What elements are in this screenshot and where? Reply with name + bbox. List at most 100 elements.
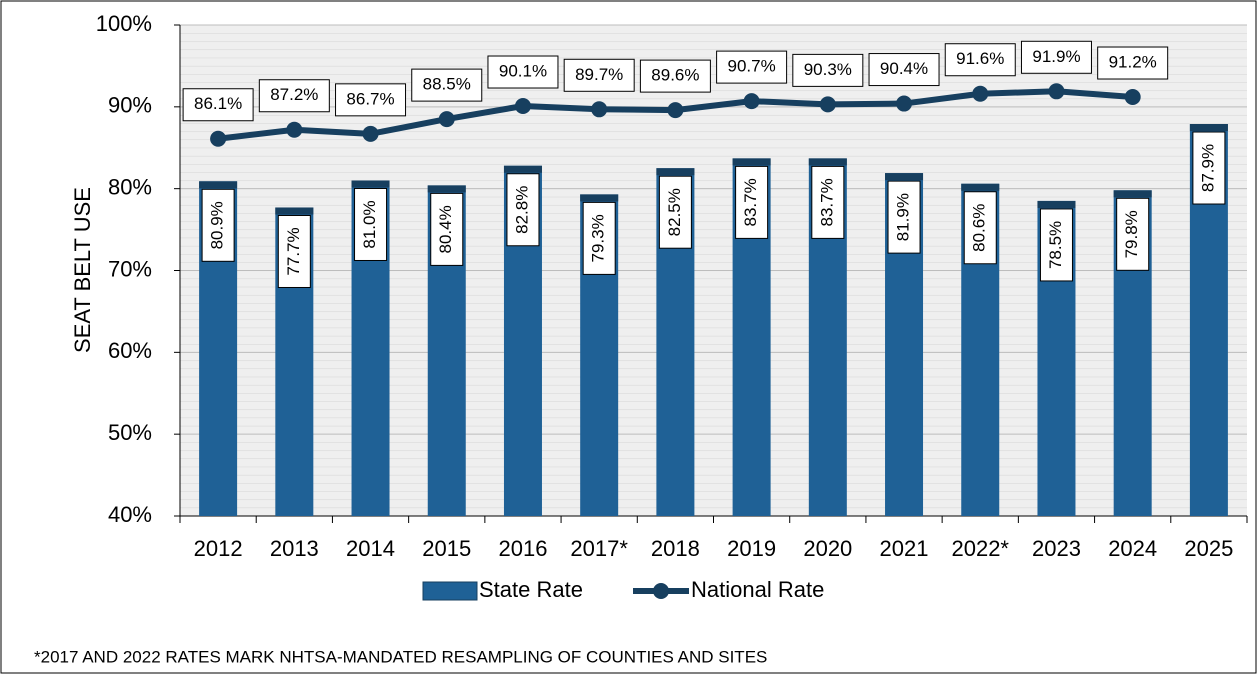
bar-top: [885, 173, 924, 181]
bar-top: [1189, 124, 1228, 132]
data-label-box: [1020, 40, 1092, 74]
data-label: 82.8%: [512, 186, 531, 234]
x-tick-label: 2013: [270, 536, 319, 561]
data-label-box: [354, 187, 388, 261]
x-tick-label: 2018: [651, 536, 700, 561]
data-label: 90.1%: [499, 61, 547, 80]
y-axis-title: SEAT BELT USE: [70, 187, 95, 353]
data-label-box: [944, 43, 1016, 77]
line-marker: [819, 96, 836, 113]
x-tick-label: 2024: [1108, 536, 1157, 561]
bar-top: [1113, 190, 1152, 198]
line-marker: [362, 125, 379, 142]
data-label: 87.2%: [270, 85, 318, 104]
data-label: 80.6%: [970, 204, 989, 252]
data-label: 86.7%: [346, 89, 394, 108]
data-label: 81.9%: [894, 193, 913, 241]
data-label-box: [963, 191, 997, 265]
x-tick-label: 2017*: [570, 536, 628, 561]
data-label: 79.3%: [589, 214, 608, 262]
data-label: 90.4%: [880, 59, 928, 78]
data-label-box: [716, 50, 788, 84]
data-label-box: [887, 180, 921, 254]
data-label: 88.5%: [423, 75, 471, 94]
data-label: 83.7%: [817, 178, 836, 226]
line-marker: [896, 95, 913, 112]
data-label-box: [430, 192, 464, 266]
data-label: 90.7%: [728, 57, 776, 76]
x-tick-label: 2021: [880, 536, 929, 561]
line-marker: [438, 111, 455, 128]
bar-top: [732, 158, 771, 166]
line-marker: [286, 121, 303, 138]
data-label: 89.6%: [651, 66, 699, 85]
data-label: 83.7%: [741, 178, 760, 226]
data-label-box: [182, 88, 254, 122]
line-marker: [667, 102, 684, 119]
y-tick-label: 50%: [108, 420, 152, 445]
data-label: 80.9%: [208, 201, 227, 249]
data-label-box: [1116, 197, 1150, 271]
data-label-box: [277, 214, 311, 288]
data-label: 87.9%: [1198, 144, 1217, 192]
data-label-box: [1192, 131, 1226, 205]
x-tick-label: 2019: [727, 536, 776, 561]
data-label: 79.8%: [1122, 210, 1141, 258]
data-label: 91.6%: [956, 49, 1004, 68]
line-marker: [210, 130, 227, 147]
bar-top: [275, 207, 314, 215]
line-marker: [591, 101, 608, 118]
y-tick-label: 70%: [108, 256, 152, 281]
data-label-box: [735, 165, 769, 239]
bar-top: [808, 158, 847, 166]
x-tick-label: 2020: [803, 536, 852, 561]
x-tick-label: 2016: [498, 536, 547, 561]
data-label: 77.7%: [284, 227, 303, 275]
data-label: 91.9%: [1032, 47, 1080, 66]
data-label-box: [201, 188, 235, 262]
legend-swatch: [422, 581, 478, 601]
data-label-box: [868, 53, 940, 87]
bar-top: [1037, 200, 1076, 208]
data-label: 81.0%: [360, 200, 379, 248]
bar-top: [656, 168, 695, 176]
bar-top: [503, 165, 542, 173]
data-label-box: [487, 55, 559, 89]
line-marker: [743, 93, 760, 110]
data-label: 78.5%: [1046, 221, 1065, 269]
x-tick-label: 2014: [346, 536, 395, 561]
footnote: *2017 AND 2022 RATES MARK NHTSA-MANDATED…: [34, 647, 767, 666]
x-tick-label: 2015: [422, 536, 471, 561]
data-label-box: [811, 165, 845, 239]
x-tick-label: 2022*: [951, 536, 1009, 561]
bar-top: [961, 183, 1000, 191]
y-tick-label: 60%: [108, 338, 152, 363]
data-label-box: [1039, 208, 1073, 282]
x-tick-label: 2023: [1032, 536, 1081, 561]
data-label-box: [335, 83, 407, 117]
data-label: 80.4%: [436, 205, 455, 253]
data-label: 91.2%: [1109, 52, 1157, 71]
legend-label: State Rate: [479, 577, 583, 602]
y-tick-label: 40%: [108, 502, 152, 527]
bar-top: [427, 185, 466, 193]
data-label: 86.1%: [194, 94, 242, 113]
data-label: 89.7%: [575, 65, 623, 84]
legend-marker: [653, 583, 669, 599]
y-tick-label: 80%: [108, 174, 152, 199]
bar-top: [580, 194, 619, 202]
data-label-box: [639, 59, 711, 93]
y-tick-label: 100%: [96, 11, 152, 36]
data-label-box: [792, 53, 864, 87]
line-marker: [972, 85, 989, 102]
y-tick-label: 90%: [108, 93, 152, 118]
line-marker: [1048, 83, 1065, 100]
data-label-box: [1097, 46, 1169, 80]
data-label-box: [411, 68, 483, 102]
data-label-box: [563, 58, 635, 92]
line-marker: [514, 98, 531, 115]
data-label-box: [506, 173, 540, 247]
data-label: 82.5%: [665, 188, 684, 236]
